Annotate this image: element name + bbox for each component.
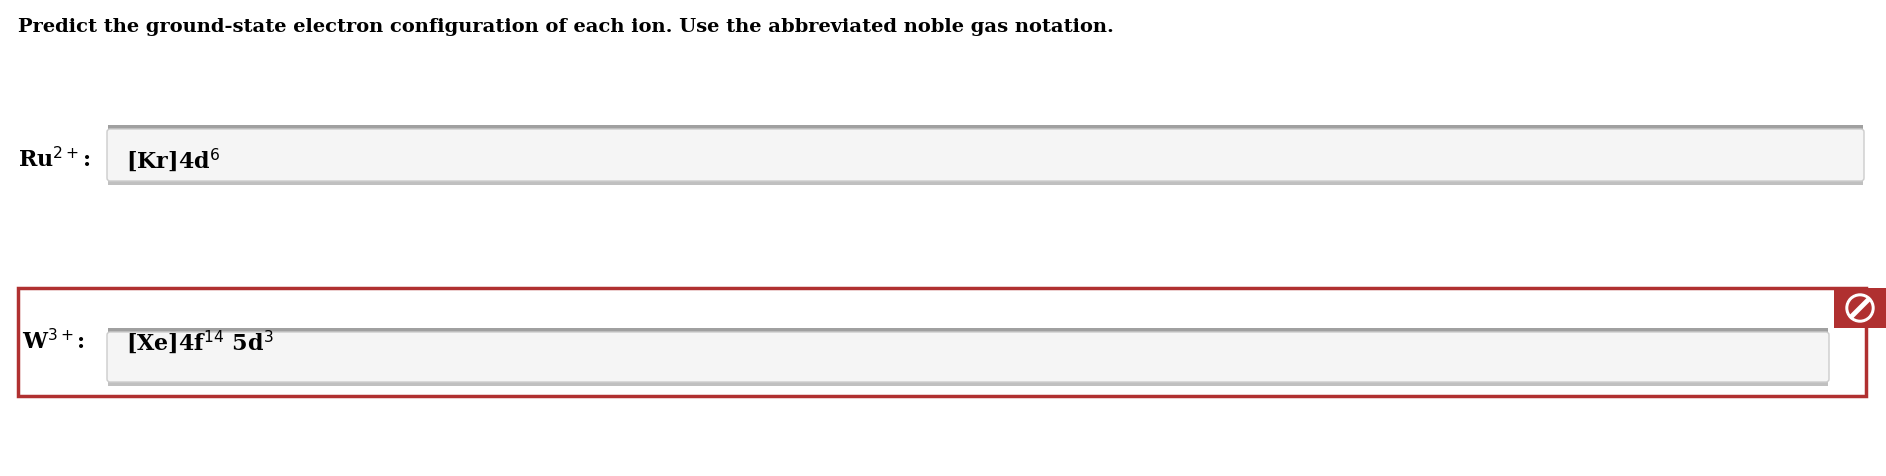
- FancyBboxPatch shape: [108, 129, 1863, 181]
- Bar: [108, 378, 1828, 386]
- Bar: [1833, 288, 1886, 328]
- Circle shape: [1848, 297, 1871, 319]
- Text: Predict the ground-state electron configuration of each ion. Use the abbreviated: Predict the ground-state electron config…: [19, 18, 1115, 36]
- FancyBboxPatch shape: [108, 332, 1829, 382]
- Text: [Xe]4f$^{14}$ 5d$^{3}$: [Xe]4f$^{14}$ 5d$^{3}$: [126, 328, 273, 356]
- Bar: [108, 328, 1828, 336]
- Text: Ru$^{2+}$:: Ru$^{2+}$:: [19, 148, 91, 173]
- Bar: [108, 125, 1863, 133]
- Circle shape: [1846, 294, 1875, 322]
- Text: [Kr]4d$^{6}$: [Kr]4d$^{6}$: [126, 146, 221, 174]
- Text: W$^{3+}$:: W$^{3+}$:: [23, 329, 85, 355]
- Bar: [108, 177, 1863, 185]
